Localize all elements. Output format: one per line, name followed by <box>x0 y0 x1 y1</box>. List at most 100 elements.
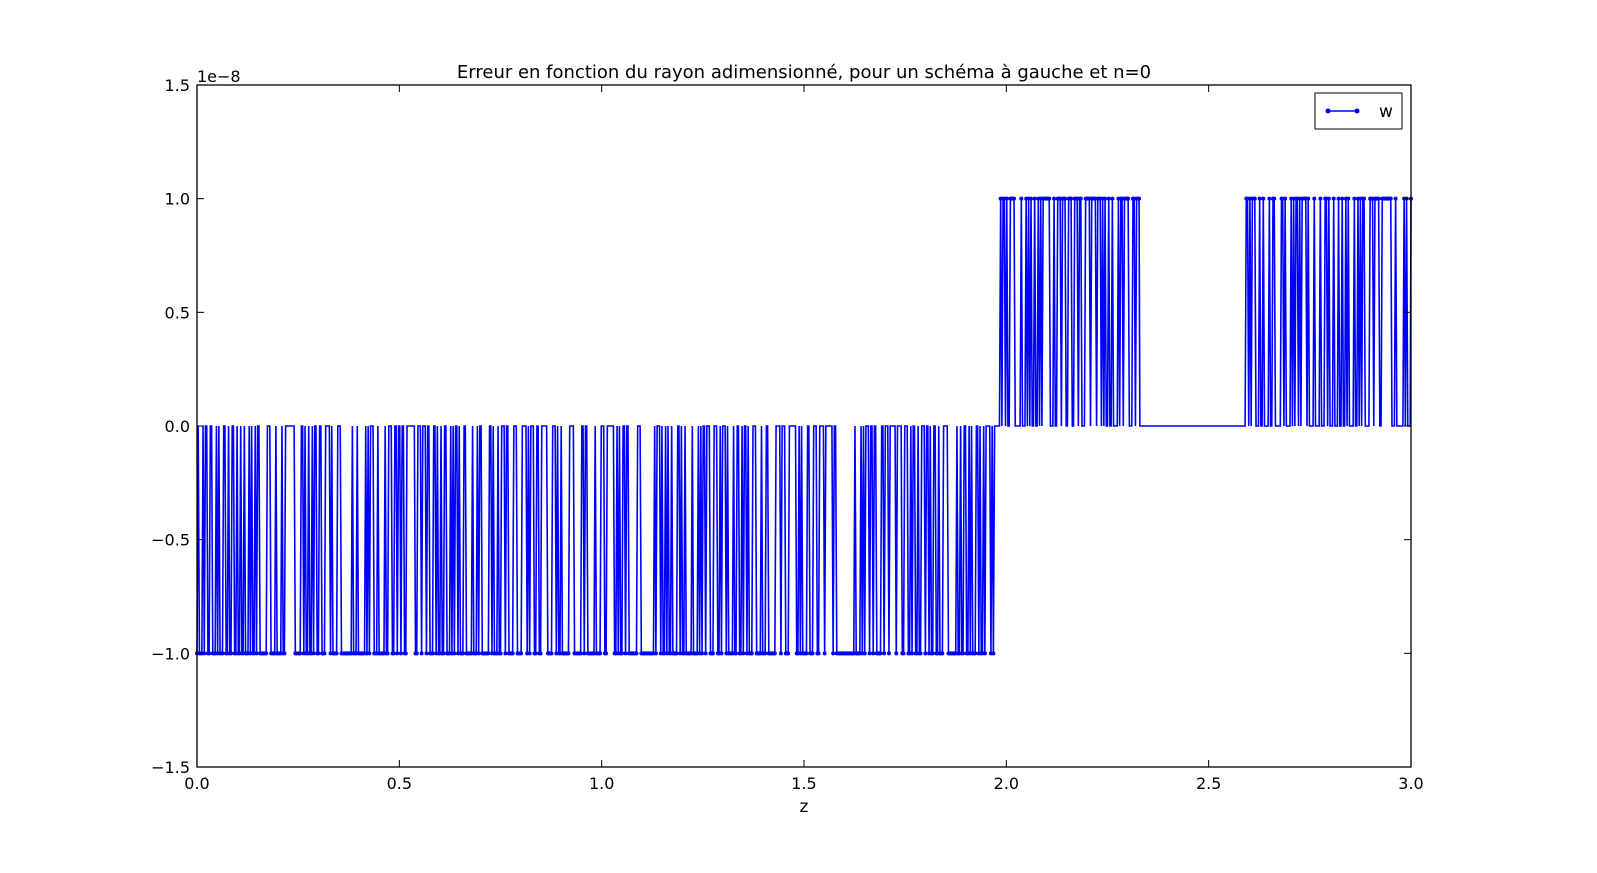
data-point <box>311 651 316 656</box>
data-point <box>991 651 996 656</box>
data-point <box>741 651 746 656</box>
data-point <box>228 651 233 656</box>
y-tick-label: −0.5 <box>151 531 190 550</box>
data-point <box>1312 196 1317 201</box>
data-point <box>961 651 966 656</box>
y-tick-label: −1.0 <box>151 644 190 663</box>
data-point <box>419 651 424 656</box>
data-point <box>1052 196 1057 201</box>
data-point <box>940 651 945 656</box>
data-point <box>604 651 609 656</box>
data-point <box>894 651 899 656</box>
data-point <box>403 651 408 656</box>
x-tick-label: 2.5 <box>1196 774 1221 793</box>
data-point <box>623 651 628 656</box>
data-point <box>810 651 815 656</box>
data-point <box>1283 196 1288 201</box>
data-point <box>1362 196 1367 201</box>
x-tick-label: 0.0 <box>184 774 209 793</box>
data-point <box>763 651 768 656</box>
chart-title: Erreur en fonction du rayon adimensionné… <box>457 62 1151 83</box>
data-point <box>710 651 715 656</box>
data-point <box>1029 196 1034 201</box>
data-point <box>452 651 457 656</box>
data-point <box>207 651 212 656</box>
y-offset-label: 1e−8 <box>197 67 241 86</box>
data-point <box>1376 196 1381 201</box>
data-point <box>1388 196 1393 201</box>
plot-area <box>195 196 1413 656</box>
legend-marker <box>1354 108 1360 114</box>
data-point <box>878 651 883 656</box>
data-point <box>816 651 821 656</box>
data-point <box>1252 196 1257 201</box>
data-point <box>1063 196 1068 201</box>
data-point <box>510 651 515 656</box>
data-point <box>831 651 836 656</box>
x-tick-label: 3.0 <box>1398 774 1423 793</box>
data-point <box>1326 196 1331 201</box>
data-point <box>1110 196 1115 201</box>
data-point <box>538 651 543 656</box>
data-point <box>786 651 791 656</box>
data-point <box>1267 196 1272 201</box>
data-point <box>674 651 679 656</box>
data-point <box>700 651 705 656</box>
data-point <box>367 651 372 656</box>
data-point <box>973 651 978 656</box>
data-point <box>1106 196 1111 201</box>
data-point <box>822 651 827 656</box>
data-point <box>566 651 571 656</box>
data-point <box>901 651 906 656</box>
data-point <box>918 651 923 656</box>
x-tick-label: 2.0 <box>994 774 1019 793</box>
data-point <box>598 651 603 656</box>
data-point <box>923 651 928 656</box>
data-point <box>734 651 739 656</box>
legend-marker <box>1325 108 1331 114</box>
data-point <box>322 651 327 656</box>
data-point <box>316 651 321 656</box>
data-point <box>1103 196 1108 201</box>
x-tick-label: 1.5 <box>791 774 816 793</box>
data-point <box>1352 196 1357 201</box>
data-point <box>653 651 658 656</box>
data-point <box>1261 196 1266 201</box>
data-point <box>1257 196 1262 201</box>
legend-label: w <box>1379 102 1393 122</box>
data-point <box>772 651 777 656</box>
data-point <box>395 651 400 656</box>
data-point <box>391 651 396 656</box>
y-tick-label: 1.5 <box>165 76 190 95</box>
data-point <box>1069 196 1074 201</box>
y-tick-label: 0.5 <box>165 303 190 322</box>
series-w-line <box>196 197 1412 655</box>
data-point <box>1019 196 1024 201</box>
data-point <box>982 651 987 656</box>
data-point <box>1340 196 1345 201</box>
data-point <box>578 651 583 656</box>
data-point <box>634 651 639 656</box>
data-point <box>533 651 538 656</box>
data-point <box>527 651 532 656</box>
data-point <box>430 651 435 656</box>
data-point <box>703 651 708 656</box>
data-point <box>202 651 207 656</box>
data-point <box>882 651 887 656</box>
data-point <box>886 651 891 656</box>
data-point <box>486 651 491 656</box>
data-point <box>1012 196 1017 201</box>
ticks: 0.0 0.5 1.0 1.5 2.0 2.5 3.0 −1.5 −1.0 −0.5 0.0 0.5 1… <box>151 76 1424 793</box>
data-point <box>441 651 446 656</box>
data-point <box>1318 196 1323 201</box>
data-point <box>1272 196 1277 201</box>
data-point <box>930 651 935 656</box>
data-point <box>910 651 915 656</box>
data-point <box>549 651 554 656</box>
data-point <box>1346 196 1351 201</box>
data-point <box>519 651 524 656</box>
data-point <box>1032 196 1037 201</box>
data-point <box>1331 196 1336 201</box>
data-point <box>1336 196 1341 201</box>
